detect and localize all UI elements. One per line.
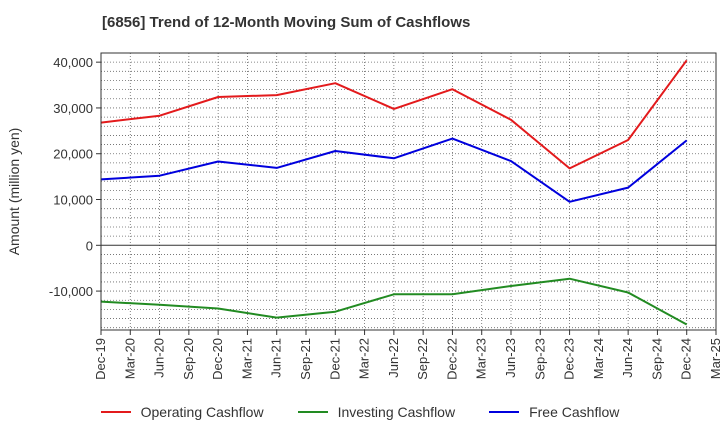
series-layer bbox=[100, 59, 688, 326]
x-tick-label: Mar-22 bbox=[357, 338, 372, 379]
chart-title: [6856] Trend of 12-Month Moving Sum of C… bbox=[102, 14, 471, 31]
x-tick-label: Dec-24 bbox=[679, 338, 694, 380]
x-tick-label: Mar-21 bbox=[239, 338, 254, 379]
x-tick-label: Dec-20 bbox=[210, 338, 225, 380]
x-tick-label: Mar-20 bbox=[122, 338, 137, 379]
y-tick-label: 40,000 bbox=[53, 55, 93, 70]
x-tick-label: Jun-21 bbox=[269, 338, 284, 378]
grid-layer bbox=[101, 52, 716, 330]
x-tick-label: Dec-22 bbox=[444, 338, 459, 380]
x-tick-label: Dec-23 bbox=[562, 338, 577, 380]
legend-label: Operating Cashflow bbox=[140, 404, 264, 420]
y-axis-label: Amount (million yen) bbox=[6, 128, 22, 256]
legend-label: Investing Cashflow bbox=[337, 404, 456, 420]
y-tick-label: 10,000 bbox=[53, 193, 93, 208]
x-tick-label: Jun-23 bbox=[503, 338, 518, 378]
legend-swatch bbox=[297, 411, 328, 413]
y-tick-label: 20,000 bbox=[53, 147, 93, 162]
series-line-free-cashflow bbox=[100, 137, 688, 203]
x-tick-label: Dec-19 bbox=[93, 338, 108, 380]
x-tick-label: Sep-23 bbox=[532, 338, 547, 380]
y-tick-label: 0 bbox=[86, 238, 93, 253]
x-tick-label: Jun-22 bbox=[386, 338, 401, 378]
legend-swatch bbox=[100, 411, 131, 413]
x-tick-labels: Dec-19 Mar-20 Jun-20 Sep-20 Dec-20 Mar-21 Jun-… bbox=[93, 330, 720, 380]
series-line-investing-cashflow bbox=[100, 277, 688, 326]
legend: Operating Cashflow Investing Cashflow Free… bbox=[0, 404, 720, 420]
x-tick-label: Dec-21 bbox=[327, 338, 342, 380]
legend-item-investing-cashflow: Investing Cashflow bbox=[297, 404, 456, 420]
y-tick-label: -10,000 bbox=[49, 284, 93, 299]
x-tick-label: Mar-23 bbox=[474, 338, 489, 379]
plot-frame bbox=[100, 52, 717, 331]
x-tick-label: Sep-22 bbox=[415, 338, 430, 380]
x-tick-label: Mar-25 bbox=[708, 338, 720, 379]
x-tick-label: Sep-20 bbox=[181, 338, 196, 380]
x-tick-label: Jun-24 bbox=[620, 338, 635, 378]
x-tick-label: Sep-21 bbox=[298, 338, 313, 380]
x-tick-label: Jun-20 bbox=[152, 338, 167, 378]
legend-item-operating-cashflow: Operating Cashflow bbox=[100, 404, 264, 420]
y-tick-label: 30,000 bbox=[53, 101, 93, 116]
legend-item-free-cashflow: Free Cashflow bbox=[489, 404, 619, 420]
series-line-operating-cashflow bbox=[100, 59, 688, 170]
legend-label: Free Cashflow bbox=[529, 404, 620, 420]
x-tick-label: Sep-24 bbox=[649, 338, 664, 380]
legend-swatch bbox=[489, 411, 520, 413]
x-tick-label: Mar-24 bbox=[591, 338, 606, 379]
y-tick-labels: -10,000 0 10,000 20,000 30,000 40,000 bbox=[49, 55, 101, 299]
